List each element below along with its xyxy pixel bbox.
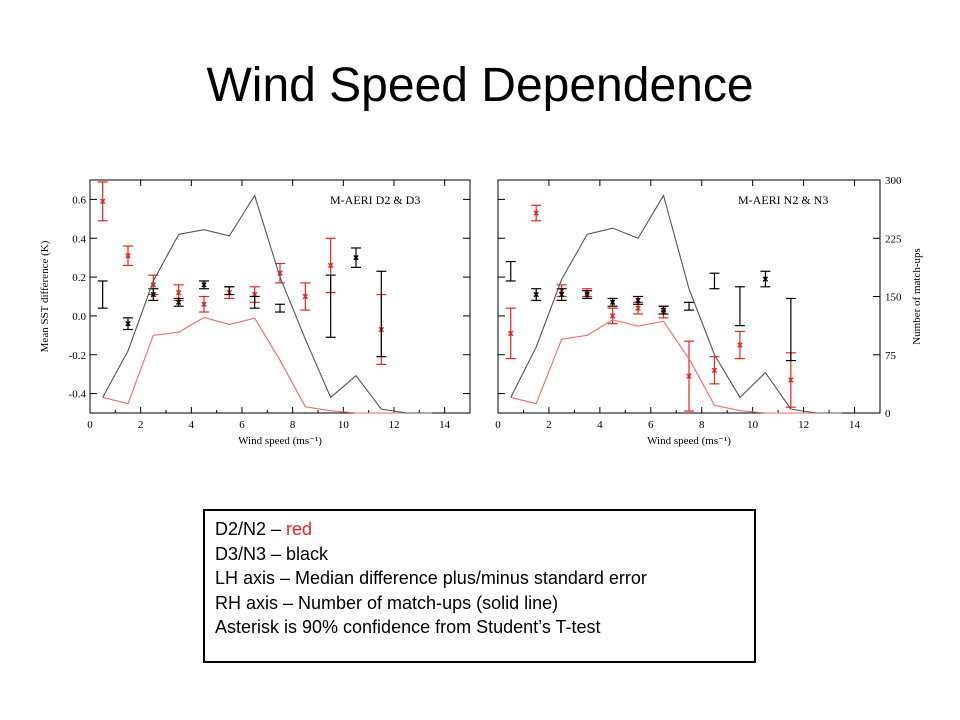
y-tick-label: 0.4 xyxy=(72,233,86,245)
legend-box: D2/N2 – red D3/N3 – black LH axis – Medi… xyxy=(203,509,756,663)
slide-title: Wind Speed Dependence xyxy=(206,59,754,112)
legend-red-word: red xyxy=(286,519,313,539)
x-tick-label: 2 xyxy=(546,419,552,431)
chart-panel-n2-n3: 0 2 4 6 8 10 12 14 0 75 150 225 300 Wind speed (ms⁻¹)… xyxy=(495,175,923,447)
chart-panel-d2-d3: 0 2 4 6 8 10 12 14 -0.4 -0.2 0.0 0.2 0.4 0.6 Wind spee… xyxy=(39,179,471,447)
count-line xyxy=(510,319,842,414)
asterisk-marker xyxy=(302,293,309,300)
asterisk-marker xyxy=(533,210,539,216)
y-tick-label: 0.0 xyxy=(72,311,86,323)
asterisk-marker xyxy=(533,291,539,298)
asterisk-marker xyxy=(762,276,769,282)
legend-line-d2n2: D2/N2 – red xyxy=(215,517,754,542)
legend-line-d3n3: D3/N3 – black xyxy=(215,543,329,564)
panel-title: M-AERI N2 & N3 xyxy=(738,193,828,207)
asterisk-marker xyxy=(584,291,590,298)
count-line xyxy=(510,194,842,414)
asterisk-marker xyxy=(201,282,207,288)
y2-tick-label: 75 xyxy=(885,350,897,362)
y2-tick-label: 0 xyxy=(885,408,891,420)
y2-tick-label: 300 xyxy=(885,175,902,187)
x-tick-label: 12 xyxy=(389,419,400,431)
y-tick-label: 0.6 xyxy=(72,194,86,206)
asterisk-marker xyxy=(201,301,207,307)
asterisk-marker xyxy=(686,373,692,379)
asterisk-marker xyxy=(635,305,641,311)
asterisk-marker xyxy=(660,307,667,313)
asterisk-marker xyxy=(737,342,743,348)
x-tick-label: 14 xyxy=(439,419,451,431)
asterisk-marker xyxy=(711,367,718,373)
asterisk-marker xyxy=(175,299,182,306)
legend-line-asterisk: Asterisk is 90% confidence from Student’… xyxy=(215,617,601,637)
x-tick-label: 6 xyxy=(239,419,245,431)
asterisk-marker xyxy=(788,377,794,383)
x-axis-label: Wind speed (ms⁻¹) xyxy=(647,435,731,447)
legend-line-d2n2-prefix: D2/N2 – xyxy=(215,519,287,539)
asterisk-marker xyxy=(635,297,641,304)
x-tick-label: 12 xyxy=(798,419,809,431)
x-tick-label: 4 xyxy=(189,419,195,431)
x-tick-label: 0 xyxy=(495,419,501,431)
x-tick-label: 8 xyxy=(290,419,296,431)
count-line xyxy=(102,194,432,414)
asterisk-marker xyxy=(609,299,616,306)
legend-line-lh-axis: LH axis – Median difference plus/minus s… xyxy=(215,568,647,588)
x-tick-label: 0 xyxy=(87,419,93,431)
x-axis-label: Wind speed (ms⁻¹) xyxy=(238,435,322,447)
x-tick-label: 14 xyxy=(849,419,861,431)
asterisk-marker xyxy=(150,291,157,298)
count-line xyxy=(102,316,432,414)
legend-line-rh-axis: RH axis – Number of match-ups (solid lin… xyxy=(215,592,559,613)
x-tick-label: 4 xyxy=(597,419,603,431)
panel-title: M-AERI D2 & D3 xyxy=(330,193,420,207)
asterisk-marker xyxy=(99,198,106,205)
asterisk-marker xyxy=(125,253,131,259)
x-tick-label: 8 xyxy=(699,419,705,431)
asterisk-marker xyxy=(508,330,514,337)
y-tick-label: -0.4 xyxy=(69,389,87,401)
x-tick-label: 2 xyxy=(138,419,144,431)
asterisk-marker xyxy=(125,320,131,327)
x-tick-label: 10 xyxy=(338,419,350,431)
asterisk-marker xyxy=(327,262,334,269)
asterisk-marker xyxy=(558,291,565,298)
y-tick-label: 0.2 xyxy=(72,272,86,284)
y2-tick-label: 225 xyxy=(885,233,902,245)
plot-frame xyxy=(89,179,471,414)
asterisk-marker xyxy=(609,313,616,319)
y-axis-label: Mean SST difference (K) xyxy=(39,240,51,352)
y2-axis-label: Number of match-ups xyxy=(911,248,923,345)
x-tick-label: 6 xyxy=(648,419,654,431)
asterisk-marker xyxy=(353,254,359,261)
x-tick-label: 10 xyxy=(747,419,759,431)
asterisk-marker xyxy=(175,289,182,296)
y-tick-label: -0.2 xyxy=(69,350,86,362)
y2-tick-label: 150 xyxy=(885,292,902,304)
